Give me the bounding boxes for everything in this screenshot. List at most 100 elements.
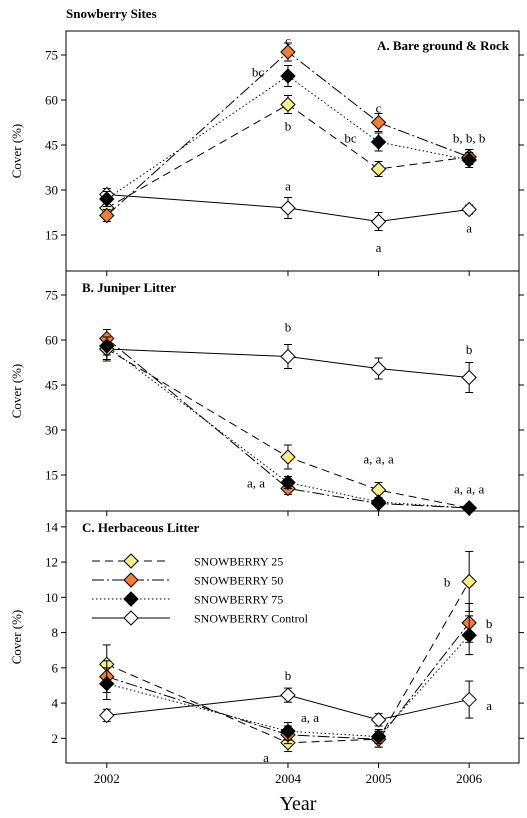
data-point-snowberry-25	[461, 573, 477, 590]
significance-label: a, a	[247, 476, 265, 491]
data-point-snowberry-25	[280, 96, 296, 113]
series-line-snowberry-75	[106, 75, 470, 200]
panel-title: A. Bare ground & Rock	[377, 38, 510, 53]
significance-label: b	[466, 342, 473, 357]
data-point-snowberry-control	[370, 360, 387, 377]
data-point-snowberry-75	[461, 627, 477, 643]
y-tick-label: 75	[45, 48, 58, 63]
legend-entry: SNOWBERRY Control	[194, 612, 309, 626]
series-line-snowberry-25	[106, 581, 470, 744]
legend-entry: SNOWBERRY 25	[194, 555, 283, 569]
y-tick-label: 60	[45, 333, 58, 348]
series-line-snowberry-75	[106, 634, 470, 738]
data-point-snowberry-control	[370, 712, 387, 728]
data-point-snowberry-control	[461, 201, 477, 218]
significance-label: b	[285, 668, 292, 683]
data-point-snowberry-25	[280, 449, 296, 465]
x-tick-label: 2005	[366, 771, 392, 786]
series-line-snowberry-control	[106, 194, 470, 223]
y-tick-label: 8	[52, 625, 59, 640]
y-tick-label: 10	[45, 590, 58, 605]
data-point-snowberry-50	[280, 44, 296, 60]
data-point-snowberry-75	[370, 494, 387, 510]
y-tick-label: 75	[45, 288, 58, 303]
significance-label: b	[285, 320, 292, 335]
x-tick-label: 2002	[94, 771, 120, 786]
panel-title: B. Juniper Litter	[82, 280, 176, 295]
significance-label: c	[285, 33, 291, 48]
series-line-snowberry-50	[106, 338, 470, 509]
figure-title: Snowberry Sites	[66, 6, 157, 21]
y-tick-label: 45	[45, 138, 58, 153]
data-point-snowberry-control	[370, 213, 387, 230]
significance-label: a	[486, 698, 492, 713]
legend-marker	[123, 591, 139, 607]
significance-label: a	[263, 750, 269, 765]
data-point-snowberry-control	[280, 200, 296, 216]
series-line-snowberry-50	[106, 51, 470, 216]
data-point-snowberry-75	[280, 474, 296, 491]
data-point-snowberry-50	[99, 207, 115, 224]
legend-marker	[123, 572, 139, 588]
y-axis-label: Cover (%)	[9, 124, 24, 179]
plot-frame	[65, 30, 520, 272]
data-point-snowberry-control	[461, 691, 477, 708]
y-tick-label: 15	[45, 468, 58, 483]
significance-label: bc	[344, 131, 357, 146]
plot-frame	[65, 270, 520, 512]
significance-label: a, a	[301, 710, 319, 725]
y-tick-label: 4	[52, 696, 59, 711]
y-tick-label: 6	[52, 660, 59, 675]
panel-2: 2 4 6 8 10 12 14 Cover (%) 2002 2004 2005 2006 C. He…	[9, 510, 524, 786]
significance-label: b	[444, 574, 451, 589]
legend-marker	[123, 610, 139, 626]
y-tick-label: 30	[45, 183, 58, 198]
data-point-snowberry-75	[461, 500, 477, 516]
significance-label: a, a, a	[454, 482, 485, 497]
x-tick-label: 2006	[456, 771, 483, 786]
y-tick-label: 60	[45, 93, 58, 108]
data-point-snowberry-75	[370, 134, 387, 150]
legend: SNOWBERRY 25 SNOWBERRY 50 SNOWBERRY 75 SNOW…	[92, 553, 309, 626]
plot-frame	[65, 510, 520, 764]
series-line-snowberry-50	[106, 622, 470, 740]
significance-label: bc	[252, 65, 265, 80]
data-point-snowberry-control	[280, 348, 296, 365]
data-point-snowberry-control	[280, 687, 296, 703]
legend-marker	[123, 553, 139, 569]
data-point-snowberry-control	[99, 707, 115, 724]
significance-label: b	[486, 616, 493, 631]
legend-entry: SNOWBERRY 75	[194, 593, 283, 607]
data-point-snowberry-25	[370, 161, 387, 177]
significance-label: c	[376, 101, 382, 116]
significance-label: b	[285, 119, 292, 134]
y-tick-label: 15	[45, 228, 58, 243]
y-tick-label: 30	[45, 423, 58, 438]
x-tick-label: 2004	[275, 771, 302, 786]
data-point-snowberry-control	[461, 369, 477, 386]
x-axis-label: Year	[280, 793, 317, 815]
panel-1: 15 30 45 60 75 Cover (%) B. Juniper Litter b a, …	[9, 270, 524, 516]
series-line-snowberry-control	[106, 348, 470, 378]
y-axis-label: Cover (%)	[9, 364, 24, 419]
y-tick-label: 14	[45, 519, 59, 534]
panels: 15 30 45 60 75 Cover (%) A. Bare ground & Rock…	[9, 30, 524, 786]
data-point-snowberry-75	[370, 728, 387, 745]
significance-label: a	[285, 179, 291, 194]
data-point-snowberry-75	[99, 338, 115, 354]
panel-title: C. Herbaceous Litter	[82, 520, 200, 535]
series-line-snowberry-25	[106, 103, 470, 209]
significance-label: a	[466, 221, 472, 236]
y-tick-label: 12	[45, 555, 58, 570]
significance-label: b	[486, 631, 493, 646]
legend-entry: SNOWBERRY 50	[194, 574, 283, 588]
y-axis-label: Cover (%)	[9, 610, 24, 665]
series-line-snowberry-25	[106, 348, 470, 509]
data-point-snowberry-75	[280, 68, 296, 84]
y-tick-label: 45	[45, 378, 58, 393]
series-line-snowberry-75	[106, 345, 470, 509]
data-point-snowberry-75	[280, 723, 296, 739]
data-point-snowberry-50	[370, 114, 387, 131]
significance-label: b, b, b	[453, 131, 486, 146]
